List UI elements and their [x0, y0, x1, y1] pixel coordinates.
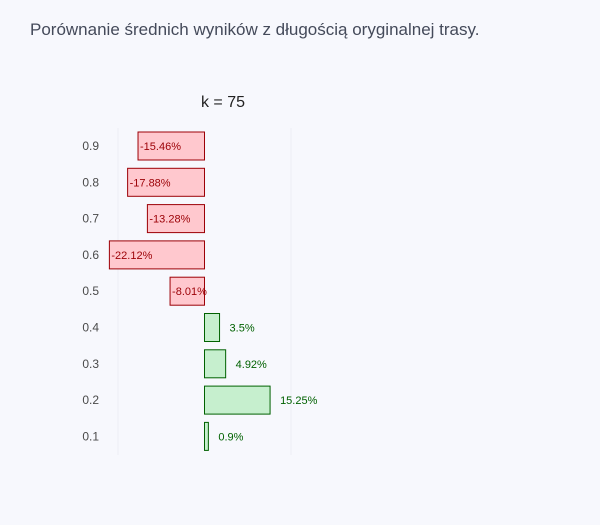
- bar: [204, 349, 227, 379]
- bar-value-label: 4.92%: [236, 359, 267, 371]
- bar: [108, 240, 205, 270]
- bar-value-label: 0.9%: [218, 431, 243, 443]
- bar: [146, 204, 205, 234]
- bar-value-label: -15.46%: [140, 141, 181, 153]
- bar-value-label: -22.12%: [111, 250, 152, 262]
- y-tick-label: 0.2: [82, 393, 99, 407]
- chart-subtitle: k = 75: [201, 94, 245, 111]
- bar: [204, 313, 221, 342]
- bar-value-label: -8.01%: [172, 286, 207, 298]
- bar-value-label: 15.25%: [280, 395, 318, 407]
- y-tick-label: 0.5: [82, 284, 99, 298]
- bar: [127, 167, 205, 197]
- bar-value-label: 3.5%: [230, 323, 255, 335]
- y-tick-label: 0.6: [82, 248, 99, 262]
- bar: [169, 276, 206, 306]
- bar-value-label: -17.88%: [130, 177, 171, 189]
- y-tick-label: 0.4: [82, 321, 99, 335]
- y-tick-label: 0.9: [82, 139, 99, 153]
- bar: [204, 421, 209, 451]
- y-tick-label: 0.7: [82, 212, 99, 226]
- bar-value-label: -13.28%: [149, 214, 190, 226]
- y-tick-label: 0.3: [82, 357, 99, 371]
- y-tick-label: 0.1: [82, 429, 99, 443]
- bar: [137, 131, 205, 161]
- y-tick-label: 0.8: [82, 175, 99, 189]
- bar: [204, 385, 271, 415]
- bars-group: 0.9 -15.46% 0.8 -17.88% 0.7 -13.28% 0.6 -22.12%…: [82, 131, 318, 451]
- chart-title: Porównanie średnich wyników z długością …: [30, 20, 479, 39]
